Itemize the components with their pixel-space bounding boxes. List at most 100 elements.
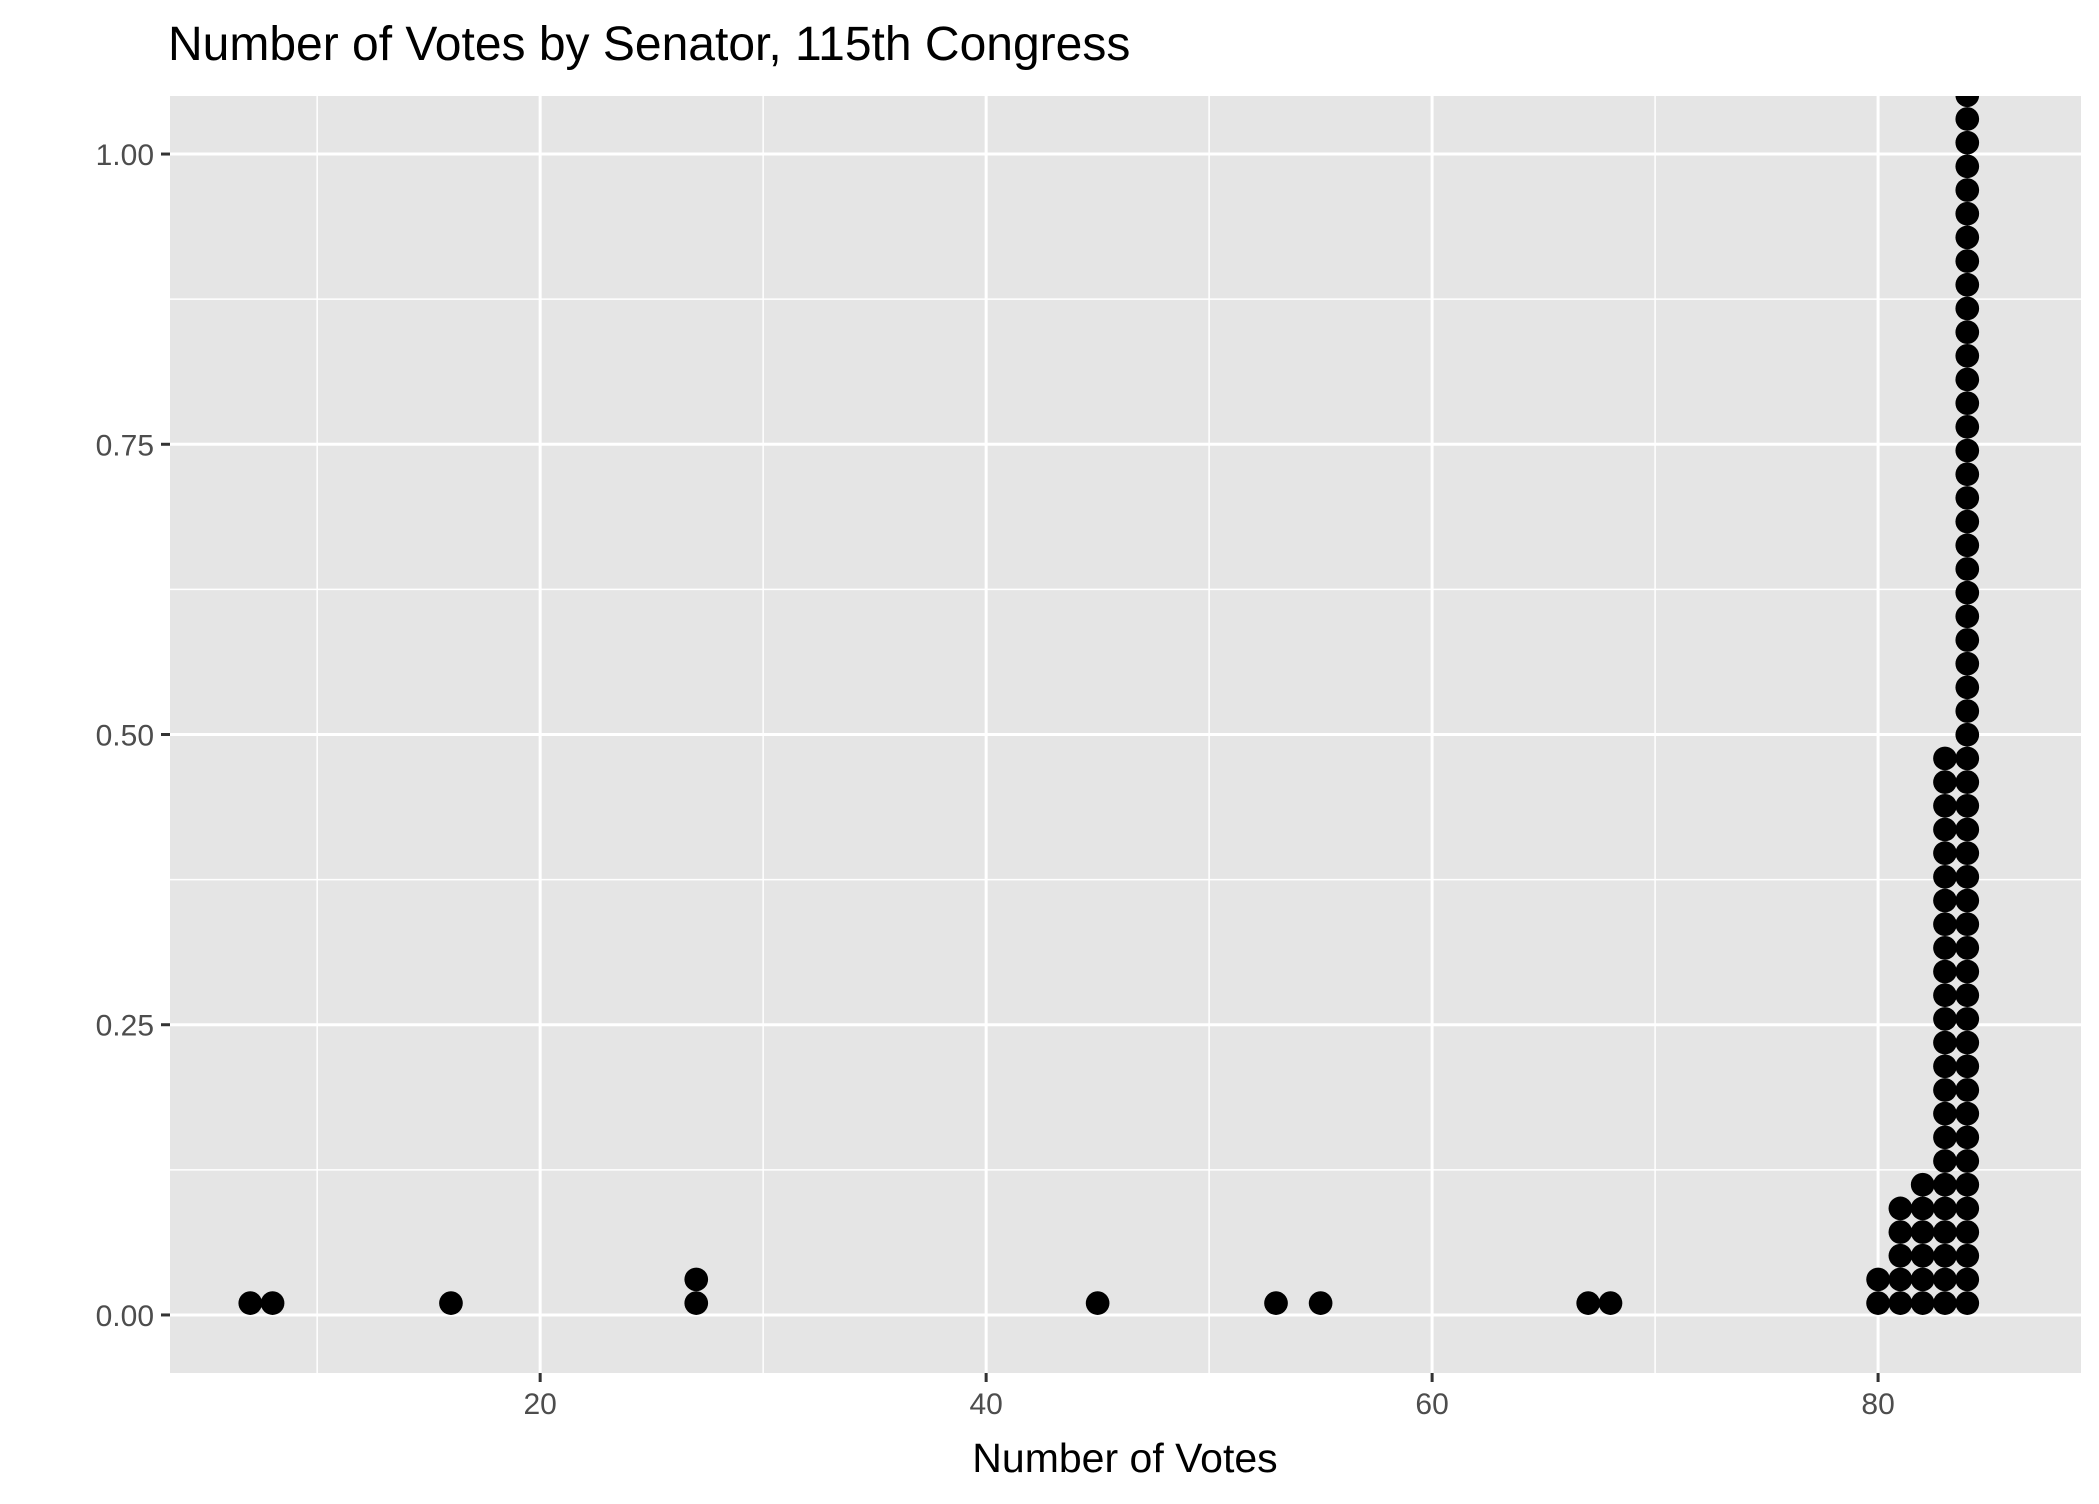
dot	[1955, 864, 1980, 889]
dot	[1955, 462, 1980, 487]
dot	[1955, 699, 1980, 723]
dot	[1933, 1243, 1957, 1268]
dot	[1933, 793, 1957, 818]
dot-stacks	[238, 96, 1980, 1315]
dot	[1955, 1149, 1980, 1173]
dot	[1955, 912, 1980, 937]
dot	[1955, 722, 1980, 747]
dot	[1955, 1196, 1980, 1221]
dot	[1308, 1291, 1333, 1315]
dot	[1888, 1243, 1913, 1268]
dot	[1955, 557, 1980, 581]
dot	[1955, 1172, 1980, 1197]
dot	[1933, 1172, 1957, 1197]
dot	[1933, 912, 1957, 937]
dot	[1888, 1196, 1913, 1221]
dot	[1910, 1196, 1935, 1221]
dot	[1955, 320, 1980, 344]
y-tick-label: 1.00	[96, 139, 154, 172]
dot	[1933, 1007, 1957, 1031]
dot	[1955, 580, 1980, 605]
dot	[1910, 1291, 1935, 1315]
x-axis-title: Number of Votes	[972, 1435, 1277, 1481]
dot	[1910, 1267, 1935, 1292]
y-axis: 0.00 0.25 0.50 0.75 1.00	[96, 139, 170, 1333]
dot	[1955, 154, 1980, 179]
dot	[1598, 1291, 1623, 1315]
dot	[1933, 1054, 1957, 1079]
chart-title: Number of Votes by Senator, 115th Congre…	[168, 18, 1130, 71]
dot	[1933, 1078, 1957, 1102]
dot	[1955, 486, 1980, 510]
dot	[1933, 1149, 1957, 1173]
x-tick-label: 20	[523, 1388, 556, 1421]
dot	[1933, 959, 1957, 984]
dot	[1955, 1291, 1980, 1315]
dot	[1955, 1007, 1980, 1031]
dot	[1955, 746, 1980, 771]
dot	[1955, 1267, 1980, 1292]
dot	[1866, 1291, 1890, 1315]
dot	[238, 1291, 263, 1315]
dot	[1933, 864, 1957, 889]
dot	[1955, 817, 1980, 842]
y-tick-label: 0.50	[96, 720, 154, 753]
y-tick-label: 0.00	[96, 1300, 154, 1333]
dot	[1933, 1196, 1957, 1221]
y-tick-label: 0.75	[96, 429, 154, 462]
x-tick-label: 60	[1415, 1388, 1448, 1421]
dot	[1933, 888, 1957, 913]
dot	[1955, 1125, 1980, 1150]
dot	[1888, 1291, 1913, 1315]
dot	[1933, 936, 1957, 960]
dot	[1955, 343, 1980, 368]
dot	[1955, 249, 1980, 273]
dot	[1955, 983, 1980, 1008]
dot	[1955, 675, 1980, 700]
dot	[1910, 1243, 1935, 1268]
dot	[1933, 1291, 1957, 1315]
dot	[1955, 1101, 1980, 1126]
dot	[1955, 793, 1980, 818]
x-axis: 20 40 60 80	[523, 1373, 1895, 1421]
dot	[1955, 130, 1980, 155]
dot	[439, 1291, 463, 1315]
dot	[1955, 841, 1980, 865]
dot	[1955, 296, 1980, 321]
dot	[1955, 225, 1980, 250]
dot	[1955, 1054, 1980, 1079]
dot	[1955, 415, 1980, 439]
dot	[1264, 1291, 1288, 1315]
dot	[684, 1291, 709, 1315]
dot	[1910, 1172, 1935, 1197]
dot	[684, 1267, 709, 1292]
dot	[1933, 983, 1957, 1008]
dot	[1955, 1220, 1980, 1244]
dot	[1955, 509, 1980, 534]
dot	[1955, 272, 1980, 297]
dot	[1933, 1220, 1957, 1244]
y-tick-label: 0.25	[96, 1010, 154, 1043]
dot	[1955, 936, 1980, 960]
dot	[1955, 1030, 1980, 1055]
dot	[1910, 1220, 1935, 1244]
dot	[1955, 1243, 1980, 1268]
dot	[1955, 438, 1980, 463]
dot	[1933, 841, 1957, 865]
x-tick-label: 40	[969, 1388, 1002, 1421]
dot	[1933, 1125, 1957, 1150]
dot	[1933, 1101, 1957, 1126]
dot	[1933, 817, 1957, 842]
dot	[1888, 1220, 1913, 1244]
dot	[1955, 201, 1980, 226]
dot	[1576, 1291, 1601, 1315]
dot	[1933, 1267, 1957, 1292]
dot	[1955, 770, 1980, 794]
dot	[1933, 746, 1957, 771]
dot	[1955, 651, 1980, 676]
dot	[1955, 367, 1980, 392]
dot	[1955, 628, 1980, 652]
dot	[1955, 533, 1980, 558]
